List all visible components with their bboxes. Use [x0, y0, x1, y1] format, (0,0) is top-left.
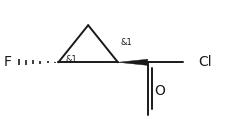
Text: F: F [3, 55, 11, 69]
Polygon shape [118, 59, 148, 65]
Text: Cl: Cl [198, 55, 212, 69]
Text: &1: &1 [65, 55, 77, 64]
Text: O: O [154, 84, 165, 98]
Text: &1: &1 [120, 38, 132, 46]
